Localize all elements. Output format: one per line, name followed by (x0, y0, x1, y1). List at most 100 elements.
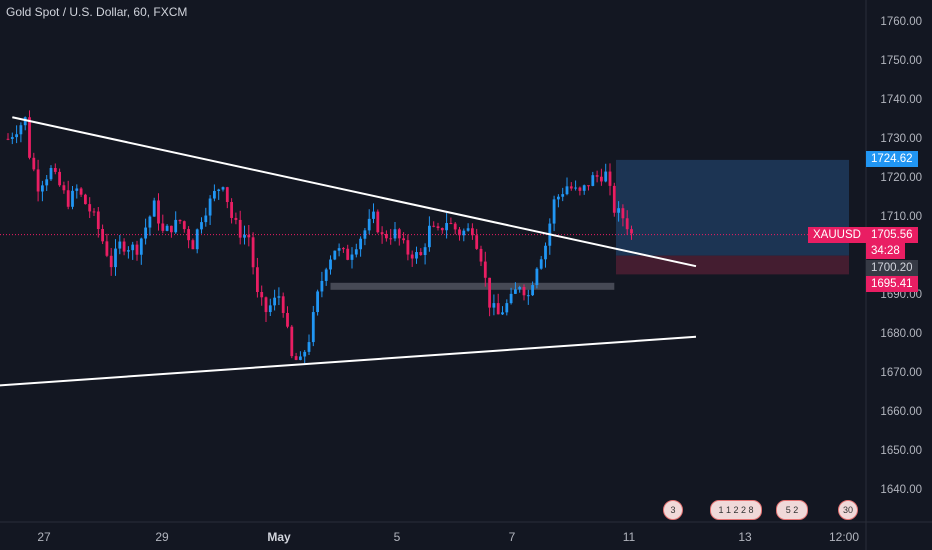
price-axis-label: 1660.00 (880, 406, 922, 418)
candle-body (174, 219, 178, 233)
candle-body (307, 342, 311, 352)
candle-body (595, 175, 599, 177)
candle-body (15, 134, 18, 138)
candle-body (109, 255, 113, 268)
price-axis-label: 1690.00 (880, 289, 922, 301)
candle-body (591, 175, 595, 186)
candle-body (526, 295, 530, 297)
candle-body (402, 238, 405, 241)
candle-body (36, 169, 40, 192)
candle-body (410, 254, 414, 259)
candle-body (19, 125, 23, 135)
candle-body (449, 223, 453, 225)
candle-body (294, 356, 298, 360)
candle-body (359, 238, 362, 250)
candle-body (531, 285, 534, 296)
candle-body (200, 222, 203, 230)
candle-body (45, 179, 49, 186)
candle-body (453, 223, 457, 230)
candle-body (415, 252, 418, 259)
candle-body (509, 293, 513, 304)
candle-body (630, 229, 633, 234)
candle-body (324, 269, 328, 281)
candle-body (213, 190, 216, 199)
candle-body (268, 305, 272, 313)
candle-body (475, 235, 479, 249)
candle-body (574, 187, 577, 189)
price-axis-label: 1640.00 (880, 484, 922, 496)
time-axis-label: 29 (155, 530, 169, 544)
candle-body (204, 215, 208, 223)
candle-body (66, 190, 70, 207)
candle-body (303, 351, 307, 357)
candle-body (320, 280, 324, 292)
trendline (12, 116, 697, 268)
candle-body (445, 223, 448, 231)
candle-body (505, 303, 509, 313)
candle-body (10, 137, 14, 139)
candle-body (389, 238, 393, 240)
candle-body (62, 185, 66, 191)
event-flag-icon[interactable]: 3 (663, 500, 683, 520)
candle-body (122, 241, 126, 252)
candle-body (432, 225, 436, 227)
candle-body (600, 176, 603, 182)
candle-body (561, 194, 565, 197)
candle-body (182, 221, 186, 230)
candle-body (376, 211, 380, 233)
candle-body (23, 117, 27, 126)
time-axis-label: 5 (393, 530, 401, 544)
target-price-tag: 1724.62 (866, 151, 918, 167)
event-flag-icon[interactable]: 5 2 (776, 500, 808, 520)
candle-body (393, 229, 397, 239)
candle-body (251, 237, 255, 268)
event-flag-icon[interactable]: 30 (838, 500, 858, 520)
trendline (0, 335, 697, 387)
candle-body (518, 287, 522, 290)
candle-body (496, 303, 500, 315)
last-price-tag: 1705.56 (866, 227, 918, 243)
candle-body (492, 303, 496, 308)
price-axis-label: 1650.00 (880, 445, 922, 457)
candle-body (191, 240, 195, 250)
candle-body (88, 204, 92, 212)
candle-body (552, 199, 556, 224)
candle-body (479, 248, 483, 262)
candle-body (264, 297, 268, 313)
event-flag-icon[interactable]: 1 1 2 2 8 (710, 500, 762, 520)
stop-zone (616, 255, 849, 275)
candle-body (79, 188, 83, 195)
candle-body (127, 250, 130, 252)
candle-body (608, 171, 612, 186)
candle-body (363, 230, 367, 239)
time-axis-label: 13 (738, 530, 752, 544)
candle-body (342, 248, 345, 250)
chart-title: Gold Spot / U.S. Dollar, 60, FXCM (6, 5, 188, 19)
candle-body (165, 225, 169, 231)
candle-body (539, 259, 543, 269)
candle-body (397, 229, 401, 239)
candle-body (522, 287, 526, 296)
candle-body (234, 217, 238, 220)
candle-body (299, 356, 302, 360)
price-axis-label: 1760.00 (880, 16, 922, 28)
candle-body (617, 208, 620, 213)
candle-body (311, 312, 315, 343)
time-axis-label: 11 (622, 530, 636, 544)
candle-body (604, 171, 608, 182)
candle-body (406, 240, 410, 255)
candle-body (148, 216, 152, 228)
candle-body (195, 229, 199, 250)
candle-body (587, 185, 590, 187)
candle-body (569, 186, 573, 189)
candle-body (316, 291, 319, 313)
candle-body (139, 238, 143, 255)
candle-body (178, 219, 182, 222)
candle-body (273, 297, 276, 306)
candle-body (256, 267, 259, 292)
candle-body (53, 168, 57, 172)
candle-body (114, 248, 117, 268)
candle-body (286, 312, 289, 327)
